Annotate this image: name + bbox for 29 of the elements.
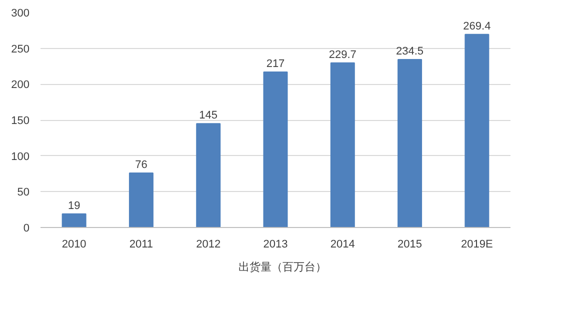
x-tick-label: 2015 — [398, 238, 422, 250]
x-tick-label: 2013 — [263, 238, 288, 250]
y-tick-label: 250 — [11, 43, 30, 56]
bar — [128, 172, 154, 228]
x-tick-label: 2010 — [62, 238, 86, 250]
x-tick-label: 2011 — [129, 238, 154, 250]
x-tick-label: 2019E — [461, 238, 493, 250]
data-label: 234.5 — [396, 45, 424, 58]
y-tick-label: 300 — [11, 8, 30, 20]
bar — [398, 58, 422, 228]
bar — [464, 34, 490, 228]
data-label: 76 — [135, 159, 148, 172]
x-tick-label: 2012 — [196, 238, 221, 250]
bar — [196, 123, 221, 228]
y-tick-label: 0 — [23, 222, 30, 234]
text: 出货量（百万台） — [238, 260, 326, 274]
y-tick-label: 150 — [11, 115, 30, 127]
data-label: 229.7 — [328, 48, 356, 61]
data-label: 145 — [199, 110, 218, 122]
bar — [330, 62, 355, 228]
y-tick-label: 200 — [11, 79, 30, 92]
bar — [263, 71, 288, 228]
data-label: 269.4 — [463, 20, 491, 32]
x-tick-label: 2014 — [330, 238, 355, 250]
bar — [62, 213, 86, 228]
y-tick-label: 100 — [11, 150, 30, 163]
data-label: 19 — [68, 200, 80, 212]
y-tick-label: 50 — [17, 186, 30, 199]
data-label: 217 — [266, 58, 285, 70]
